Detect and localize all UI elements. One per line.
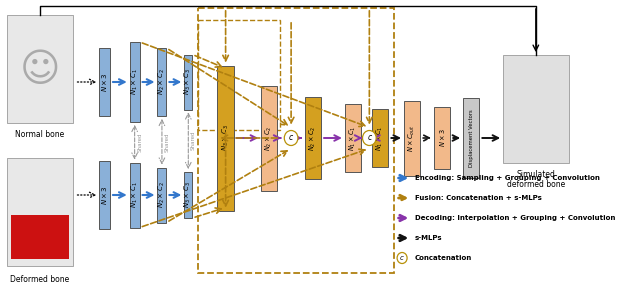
FancyBboxPatch shape: [434, 107, 451, 169]
FancyBboxPatch shape: [345, 104, 361, 172]
Circle shape: [284, 130, 298, 145]
Text: Shared: Shared: [138, 132, 142, 152]
FancyBboxPatch shape: [503, 55, 568, 163]
FancyBboxPatch shape: [157, 48, 166, 116]
Text: Simulated
deformed bone: Simulated deformed bone: [507, 170, 565, 189]
Text: $N\times3$: $N\times3$: [100, 185, 109, 205]
FancyBboxPatch shape: [99, 161, 110, 229]
Text: $N_2\times C_2$: $N_2\times C_2$: [157, 182, 167, 208]
Text: Fusion: Concatenation + s-MLPs: Fusion: Concatenation + s-MLPs: [415, 195, 541, 201]
FancyBboxPatch shape: [372, 109, 388, 167]
Text: c: c: [289, 134, 293, 142]
Circle shape: [397, 253, 407, 263]
FancyBboxPatch shape: [99, 48, 110, 116]
Text: $N\times 3$: $N\times 3$: [438, 129, 447, 148]
Text: Decoding: Interpolation + Grouping + Convolution: Decoding: Interpolation + Grouping + Con…: [415, 215, 615, 221]
Text: ☺: ☺: [20, 51, 60, 89]
Text: Deformed bone: Deformed bone: [10, 275, 70, 284]
FancyBboxPatch shape: [7, 158, 73, 266]
Text: $N\times C_{out}$: $N\times C_{out}$: [407, 124, 417, 152]
Text: c: c: [400, 255, 404, 261]
FancyBboxPatch shape: [130, 42, 140, 122]
Text: $N_2\times C_2$: $N_2\times C_2$: [157, 69, 167, 95]
Text: c: c: [367, 134, 371, 142]
FancyBboxPatch shape: [184, 172, 193, 218]
FancyBboxPatch shape: [463, 98, 479, 178]
FancyBboxPatch shape: [130, 163, 140, 227]
Text: $N_1\times C_1$: $N_1\times C_1$: [375, 125, 385, 151]
Text: Encoding: Sampling + Grouping + Convolution: Encoding: Sampling + Grouping + Convolut…: [415, 175, 600, 181]
FancyBboxPatch shape: [218, 65, 234, 211]
Text: s-MLPs: s-MLPs: [415, 235, 442, 241]
Text: $N_1\times C_1$: $N_1\times C_1$: [129, 182, 140, 208]
FancyBboxPatch shape: [305, 97, 321, 179]
Text: Shared: Shared: [191, 131, 196, 150]
FancyBboxPatch shape: [184, 55, 193, 109]
FancyBboxPatch shape: [261, 86, 278, 191]
Text: Displacement Vectors: Displacement Vectors: [468, 109, 474, 167]
Text: $N_3\times C_3$: $N_3\times C_3$: [221, 124, 230, 151]
Text: $N_1\times C_1$: $N_1\times C_1$: [348, 125, 358, 151]
FancyBboxPatch shape: [11, 215, 69, 259]
FancyBboxPatch shape: [404, 101, 420, 176]
FancyBboxPatch shape: [157, 168, 166, 222]
Text: $N_2\times C_2$: $N_2\times C_2$: [308, 125, 318, 151]
Text: Concatenation: Concatenation: [415, 255, 472, 261]
Text: $N_1\times C_1$: $N_1\times C_1$: [129, 69, 140, 95]
Text: $N_3\times C_3$: $N_3\times C_3$: [183, 69, 193, 95]
Text: $N_2\times C_2$: $N_2\times C_2$: [264, 125, 275, 151]
Text: Shared: Shared: [164, 132, 170, 152]
Circle shape: [362, 130, 376, 145]
Text: $N\times3$: $N\times3$: [100, 72, 109, 92]
Text: $N_3\times C_3$: $N_3\times C_3$: [183, 182, 193, 208]
FancyBboxPatch shape: [7, 15, 73, 123]
Text: Normal bone: Normal bone: [15, 130, 65, 139]
